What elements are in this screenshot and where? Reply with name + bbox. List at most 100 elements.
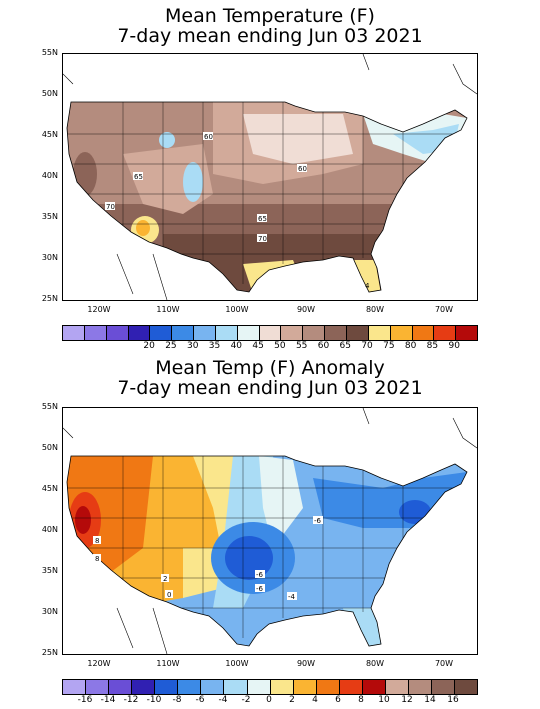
legend-swatch <box>455 680 478 694</box>
legend-swatch <box>456 326 478 340</box>
legend-swatch <box>86 680 110 694</box>
legend-swatch <box>215 326 238 340</box>
legend-swatch <box>63 680 87 694</box>
lat-label: 35N <box>41 566 58 575</box>
lat-label: 45N <box>41 484 58 493</box>
lat-label: 55N <box>41 402 58 411</box>
map1-contour-labels: 60 60 65 70 65 70 4 <box>105 132 370 290</box>
lon-label: 100W <box>225 659 249 668</box>
map2-contour-label: 8 <box>95 555 99 563</box>
legend-swatch <box>201 680 225 694</box>
lon-label: 70W <box>434 305 454 314</box>
legend-swatch <box>368 326 391 340</box>
legend-swatch <box>178 680 202 694</box>
lat-label: 25N <box>41 648 58 657</box>
lon-label: 120W <box>87 659 111 668</box>
legend-label: 35 <box>208 341 221 351</box>
legend-swatch <box>259 326 282 340</box>
lon-label: 70W <box>434 659 454 668</box>
map2-title: Mean Temp (F) Anomaly <box>155 357 385 379</box>
legend-label: -16 <box>77 695 93 705</box>
legend-label: -4 <box>218 695 228 705</box>
legend-swatch <box>316 680 340 694</box>
map1-legend-labels: 20 25 30 35 40 45 50 55 60 65 70 75 80 85 90 <box>62 341 476 353</box>
legend-label: 6 <box>335 695 341 705</box>
map2-contour-label: -6 <box>256 571 264 579</box>
legend-label: 4 <box>312 695 318 705</box>
map2-contour-labels: 8 8 2 0 -6 -6 -6 -4 <box>93 516 323 601</box>
legend-swatch <box>293 680 317 694</box>
lat-label: 50N <box>41 89 58 98</box>
legend-label: 14 <box>424 695 436 705</box>
map1-frame: 60 60 65 70 65 70 4 <box>62 53 478 301</box>
lon-label: 100W <box>225 305 249 314</box>
legend-swatch <box>325 326 347 340</box>
lat-label: 30N <box>41 253 58 262</box>
lon-label: 90W <box>296 659 316 668</box>
lat-label: 45N <box>41 130 58 139</box>
legend-swatch <box>390 326 413 340</box>
map2-subtitle: 7-day mean ending Jun 03 2021 <box>117 377 423 399</box>
legend-label: 10 <box>378 695 390 705</box>
legend-label: 60 <box>317 341 330 351</box>
legend-swatch <box>385 680 409 694</box>
legend-swatch <box>303 326 326 340</box>
legend-label: 12 <box>401 695 413 705</box>
legend-label: 50 <box>274 341 286 351</box>
legend-swatch <box>412 326 435 340</box>
map2-contour-label: 8 <box>95 537 99 545</box>
map2-canvas: 8 8 2 0 -6 -6 -6 -4 <box>63 408 477 654</box>
legend-label: 16 <box>447 695 459 705</box>
lon-label: 120W <box>87 305 111 314</box>
legend-swatch <box>172 326 195 340</box>
legend-label: 30 <box>187 341 199 351</box>
lon-label: 110W <box>156 659 180 668</box>
map2-contour-label: 2 <box>163 575 167 583</box>
map1-contour-label: 60 <box>204 133 213 141</box>
legend-label: -8 <box>172 695 182 705</box>
legend-swatch <box>109 680 133 694</box>
legend-label: -2 <box>241 695 251 705</box>
legend-swatch <box>194 326 216 340</box>
lat-label: 25N <box>41 294 58 303</box>
map2-frame: 8 8 2 0 -6 -6 -6 -4 <box>62 407 478 655</box>
map1-legend <box>62 325 478 341</box>
map1-contour-label: 65 <box>134 173 143 181</box>
lat-label: 30N <box>41 607 58 616</box>
lat-label: 55N <box>41 48 58 57</box>
lon-label: 90W <box>296 305 316 314</box>
map1-contour-label: 4 <box>365 282 370 290</box>
legend-label: 75 <box>383 341 395 351</box>
legend-swatch <box>224 680 248 694</box>
legend-swatch <box>155 680 179 694</box>
legend-label: 2 <box>289 695 295 705</box>
map1-canvas: 60 60 65 70 65 70 4 <box>63 54 477 300</box>
legend-swatch <box>432 680 456 694</box>
legend-label: 0 <box>266 695 272 705</box>
lat-label: 40N <box>41 525 58 534</box>
map1-contour-label: 65 <box>258 215 267 223</box>
legend-swatch <box>339 680 363 694</box>
legend-swatch <box>346 326 369 340</box>
map2-contour-label: -6 <box>256 585 264 593</box>
map2-contour-label: -6 <box>314 517 322 525</box>
map1-title: Mean Temperature (F) <box>165 5 375 27</box>
map2-contour-label: -4 <box>288 593 296 601</box>
legend-label: 90 <box>448 341 460 351</box>
legend-swatch <box>270 680 294 694</box>
map1-contour-label: 70 <box>258 235 267 243</box>
legend-label: 55 <box>295 341 308 351</box>
lat-label: 40N <box>41 171 58 180</box>
legend-swatch <box>247 680 271 694</box>
map2-legend-labels: -16 -14 -12 -10 -8 -6 -4 -2 0 2 4 6 8 10 12 14 16 <box>62 695 476 707</box>
legend-label: 8 <box>358 695 364 705</box>
legend-swatch <box>362 680 386 694</box>
legend-label: 20 <box>143 341 155 351</box>
legend-swatch <box>408 680 432 694</box>
legend-swatch <box>106 326 129 340</box>
lon-label: 80W <box>365 305 385 314</box>
legend-label: 70 <box>361 341 373 351</box>
legend-label: 85 <box>426 341 439 351</box>
legend-label: -10 <box>146 695 162 705</box>
map1-contour-label: 60 <box>298 165 307 173</box>
